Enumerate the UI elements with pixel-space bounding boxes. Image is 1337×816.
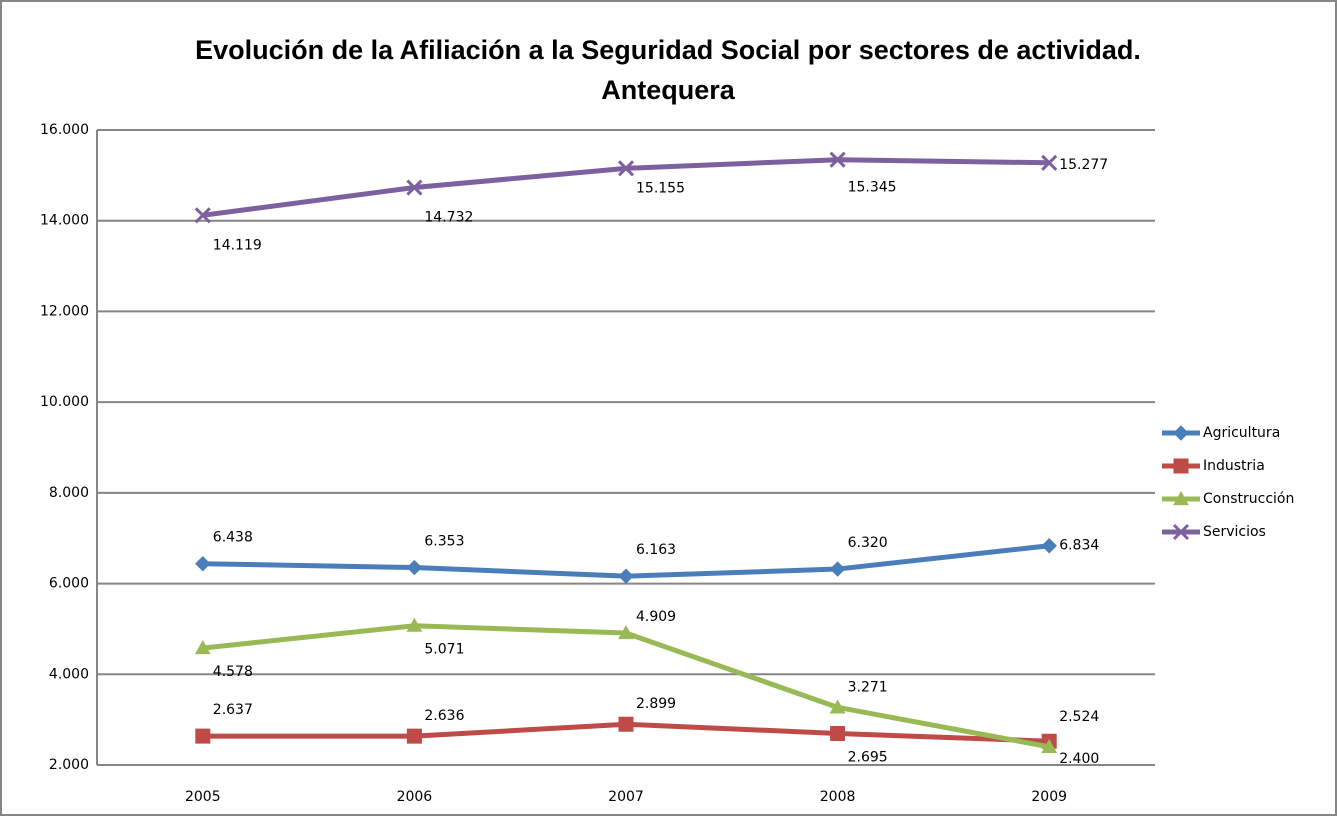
marker (829, 561, 846, 577)
data-label: 2.899 (636, 696, 676, 712)
y-tick-label: 4.000 (49, 666, 89, 682)
data-label: 4.578 (213, 664, 253, 680)
marker (829, 151, 846, 168)
chart-title: Evolución de la Afiliación a la Segurida… (195, 35, 1141, 65)
legend-label: Industria (1203, 458, 1265, 474)
data-label: 14.732 (424, 210, 473, 226)
data-label: 3.271 (848, 679, 888, 695)
data-label: 6.320 (848, 535, 888, 551)
marker (406, 728, 422, 744)
data-label: 6.438 (213, 530, 253, 546)
marker (1041, 154, 1058, 171)
data-label: 2.636 (424, 708, 464, 724)
y-tick-label: 14.000 (40, 213, 89, 229)
x-tick-label: 2006 (397, 789, 433, 805)
data-label: 2.524 (1059, 709, 1099, 725)
data-label: 4.909 (636, 609, 676, 625)
legend-label: Construcción (1203, 491, 1294, 507)
legend-label: Agricultura (1203, 425, 1280, 441)
x-tick-label: 2008 (820, 789, 856, 805)
marker (829, 699, 846, 714)
x-tick-label: 2009 (1031, 789, 1067, 805)
marker (617, 160, 635, 177)
marker (618, 568, 634, 584)
data-label: 15.345 (848, 180, 897, 196)
marker (618, 625, 634, 640)
marker (1173, 490, 1189, 506)
data-label: 6.834 (1059, 538, 1099, 554)
marker (194, 640, 211, 655)
marker (1173, 458, 1189, 474)
y-tick-label: 10.000 (40, 394, 89, 410)
data-label: 2.695 (848, 749, 888, 765)
marker (406, 617, 423, 632)
data-label: 6.353 (424, 534, 464, 550)
marker (830, 725, 846, 741)
x-tick-label: 2005 (185, 789, 221, 805)
data-label: 2.637 (213, 702, 253, 718)
data-label: 15.155 (636, 180, 685, 196)
data-label: 6.163 (636, 542, 676, 558)
y-tick-label: 6.000 (49, 576, 89, 592)
legend-label: Servicios (1203, 524, 1266, 540)
data-label: 15.277 (1059, 157, 1108, 173)
marker (195, 728, 211, 744)
marker (618, 716, 634, 732)
marker (1172, 523, 1190, 541)
marker (1173, 425, 1189, 441)
y-tick-label: 12.000 (40, 303, 89, 319)
data-label: 2.400 (1059, 751, 1099, 767)
marker (1041, 738, 1058, 753)
marker (194, 207, 211, 224)
chart-title: Antequera (601, 75, 736, 105)
data-label: 5.071 (424, 642, 464, 658)
data-label: 14.119 (213, 237, 262, 253)
x-tick-label: 2007 (608, 789, 644, 805)
marker (1041, 538, 1057, 554)
marker (406, 559, 423, 576)
y-tick-label: 8.000 (49, 485, 89, 501)
y-tick-label: 16.000 (40, 122, 89, 138)
marker (406, 179, 423, 196)
y-tick-label: 2.000 (49, 757, 89, 773)
marker (195, 555, 211, 572)
